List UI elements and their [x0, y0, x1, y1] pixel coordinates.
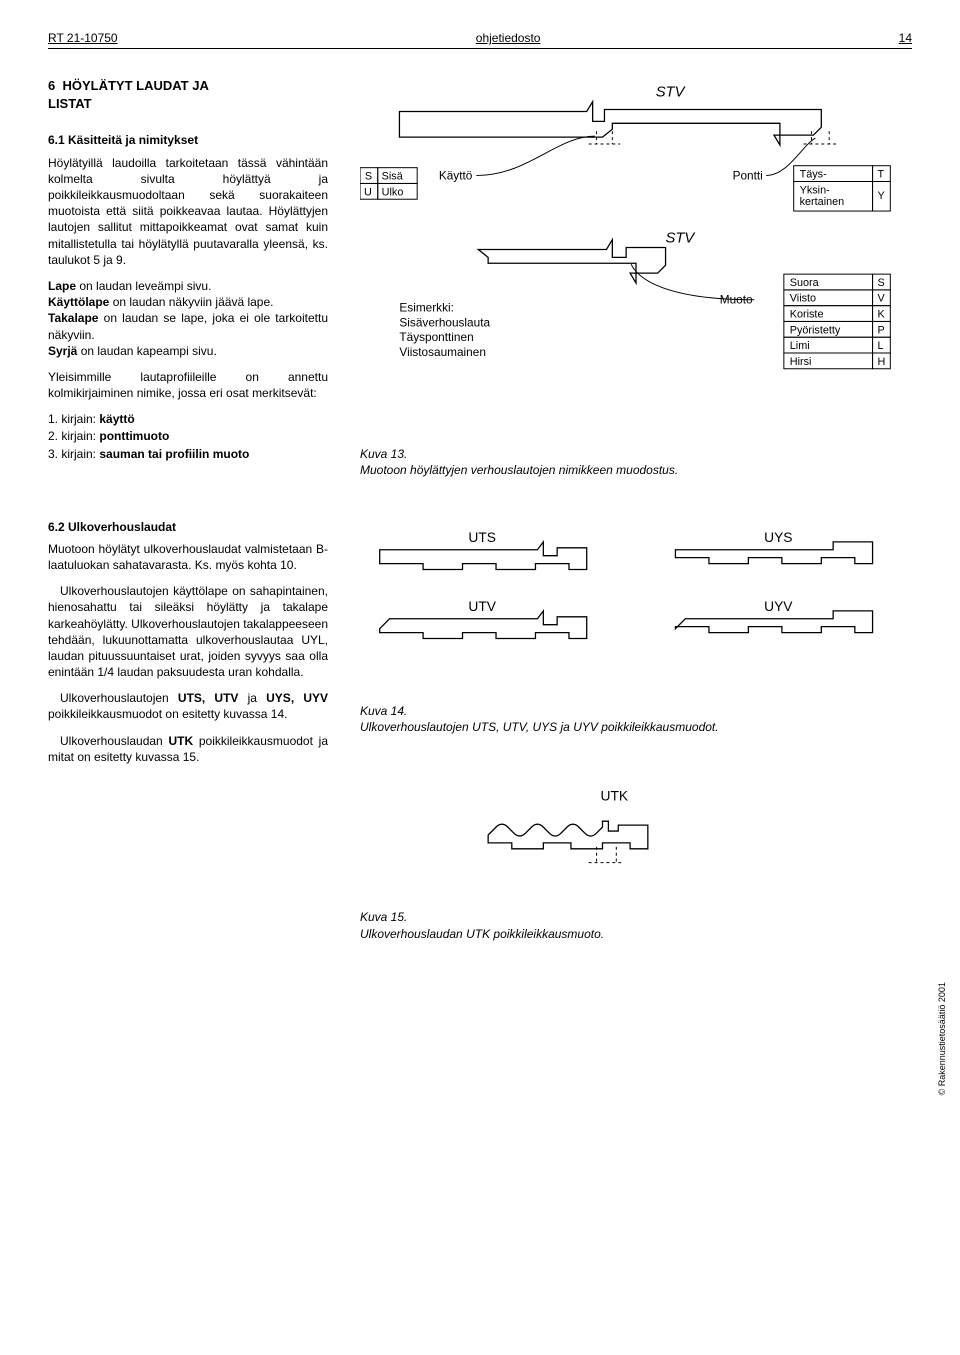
- svg-text:L: L: [877, 340, 883, 352]
- doc-id: RT 21-10750: [48, 30, 118, 46]
- copyright: © Rakennustietosäätiö 2001: [936, 982, 948, 1095]
- svg-text:K: K: [877, 309, 885, 321]
- svg-text:H: H: [877, 356, 885, 368]
- svg-text:Y: Y: [877, 190, 884, 202]
- text-block: Yleisimmille lautaprofiileille on annett…: [48, 369, 328, 401]
- svg-text:UYV: UYV: [764, 598, 793, 613]
- nimike-list: 1. kirjain: käyttö 2. kirjain: ponttimuo…: [48, 411, 328, 462]
- svg-text:U: U: [364, 186, 372, 198]
- doc-header: RT 21-10750 ohjetiedosto 14: [48, 30, 912, 49]
- svg-text:Koriste: Koriste: [790, 309, 824, 321]
- svg-text:V: V: [877, 293, 885, 305]
- svg-text:Täysponttinen: Täysponttinen: [399, 330, 473, 344]
- svg-text:Limi: Limi: [790, 340, 810, 352]
- svg-text:UYS: UYS: [764, 529, 792, 544]
- svg-text:S: S: [365, 171, 372, 183]
- svg-text:Viisto: Viisto: [790, 293, 816, 305]
- fig14-caption: Kuva 14. Ulkoverhouslautojen UTS, UTV, U…: [360, 703, 912, 735]
- svg-text:Sisä: Sisä: [382, 171, 404, 183]
- svg-text:Käyttö: Käyttö: [439, 169, 473, 183]
- svg-text:Pontti: Pontti: [733, 169, 763, 183]
- subsection-61-heading: 6.1 Käsitteitä ja nimitykset: [48, 132, 328, 148]
- fig13-caption: Kuva 13. Muotoon höylättyjen verhouslaut…: [360, 446, 912, 478]
- text-block: Ulkoverhouslaudan UTK poikkileikkausmuod…: [48, 733, 328, 765]
- svg-text:Täys-: Täys-: [800, 169, 827, 181]
- svg-text:S: S: [877, 277, 884, 289]
- page-number: 14: [899, 30, 912, 46]
- svg-text:T: T: [877, 169, 884, 181]
- svg-text:Pyöristetty: Pyöristetty: [790, 324, 841, 336]
- fig13-diagram: STV S U Sisä Ulko: [360, 77, 912, 432]
- svg-text:P: P: [877, 324, 884, 336]
- svg-text:UTV: UTV: [468, 598, 496, 613]
- svg-text:STV: STV: [656, 85, 686, 101]
- doc-center: ohjetiedosto: [476, 30, 541, 46]
- svg-text:Viistosaumainen: Viistosaumainen: [399, 345, 485, 359]
- text-block: Ulkoverhouslautojen käyttölape on sahapi…: [48, 583, 328, 680]
- definitions: Lape on laudan leveämpi sivu. Käyttölape…: [48, 278, 328, 359]
- text-block: Muotoon höylätyt ulkoverhouslaudat valmi…: [48, 541, 328, 573]
- text-block: Ulkoverhouslautojen UTS, UTV ja UYS, UYV…: [48, 690, 328, 722]
- svg-text:Yksin-: Yksin-: [800, 184, 830, 196]
- svg-text:Ulko: Ulko: [382, 186, 404, 198]
- svg-text:kertainen: kertainen: [800, 196, 845, 208]
- svg-text:Sisäverhouslauta: Sisäverhouslauta: [399, 316, 490, 330]
- svg-text:Suora: Suora: [790, 277, 820, 289]
- svg-text:Hirsi: Hirsi: [790, 356, 812, 368]
- subsection-62-heading: 6.2 Ulkoverhouslaudat: [48, 519, 328, 535]
- fig14-diagram: UTS UYS UTV UYV: [360, 519, 912, 689]
- svg-text:UTK: UTK: [601, 789, 629, 804]
- fig15-diagram: UTK: [360, 775, 912, 895]
- text-block: Höylätyillä laudoilla tarkoitetaan tässä…: [48, 155, 328, 268]
- fig15-caption: Kuva 15. Ulkoverhouslaudan UTK poikkilei…: [360, 909, 912, 941]
- section-heading: 6 HÖYLÄTYT LAUDAT JA LISTAT: [48, 77, 328, 112]
- svg-text:UTS: UTS: [468, 529, 496, 544]
- svg-text:Esimerkki:: Esimerkki:: [399, 301, 453, 315]
- svg-text:STV: STV: [666, 231, 696, 247]
